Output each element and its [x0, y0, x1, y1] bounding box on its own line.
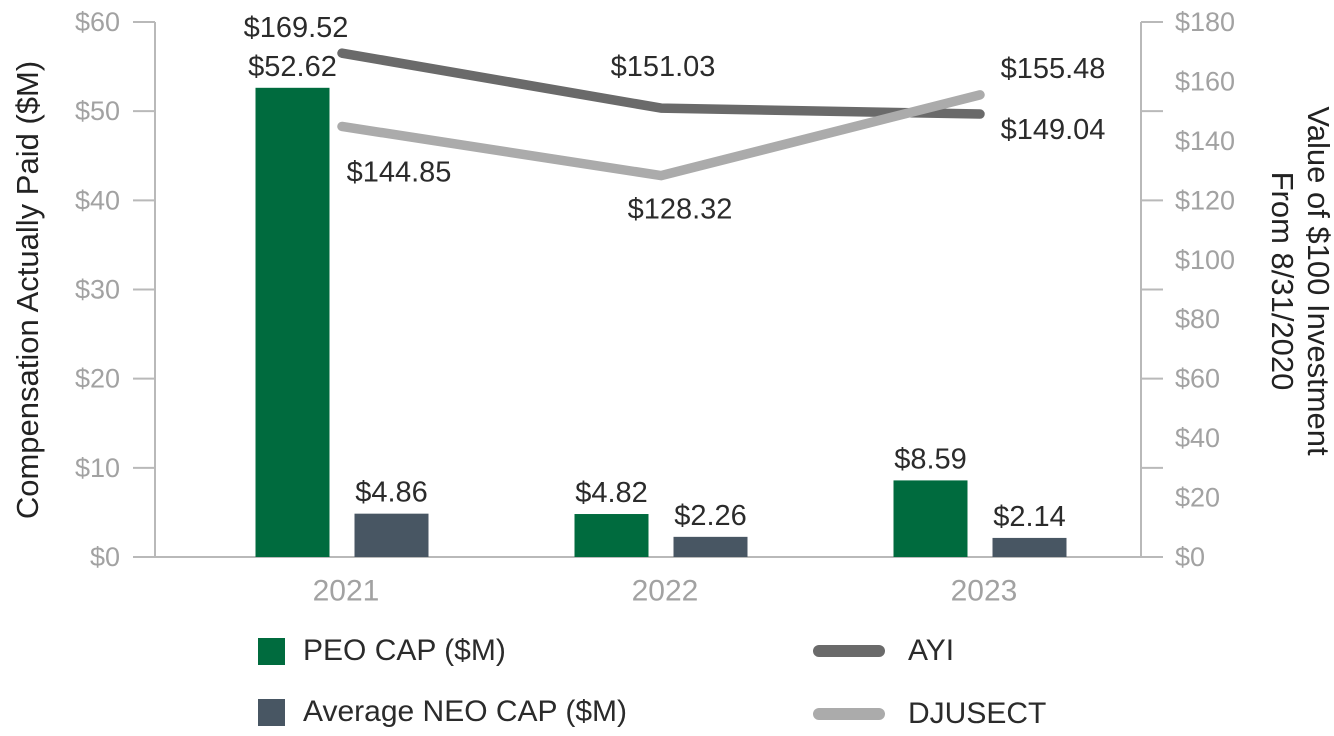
- series-line-djusect: [337, 90, 985, 181]
- bar-neo-2022: [673, 536, 748, 557]
- right-axis-tick-label: $20: [1175, 483, 1220, 513]
- right-axis-tick-label: $180: [1175, 7, 1235, 37]
- left-axis-tick-label: $60: [75, 7, 120, 37]
- series-line-ayi: [337, 48, 985, 119]
- bar-value-label: $4.86: [355, 477, 428, 509]
- x-axis-category-label: 2022: [632, 575, 699, 608]
- right-axis-tick-label: $0: [1175, 542, 1205, 572]
- bar-value-label: $8.59: [894, 443, 967, 475]
- bar-neo-2021: [354, 513, 429, 557]
- x-axis-category-label: 2023: [951, 575, 1018, 608]
- legend-item-djusect: DJUSECT: [813, 697, 1046, 731]
- right-axis-tick-label: $160: [1175, 66, 1235, 96]
- left-axis-tick-label: $50: [75, 96, 120, 126]
- legend-label-djusect: DJUSECT: [908, 697, 1047, 730]
- bar-peo-2022: [574, 514, 649, 557]
- line-value-label: $128.32: [628, 194, 733, 226]
- right-axis-tick-label: $140: [1175, 126, 1235, 156]
- right-axis-tick-label: $60: [1175, 364, 1220, 394]
- legend-label-ayi: AYI: [908, 634, 955, 667]
- bar-neo-2023: [992, 537, 1067, 557]
- legend-item-ayi: AYI: [813, 634, 954, 668]
- left-axis-tick-label: $30: [75, 275, 120, 305]
- line-value-label: $169.52: [244, 12, 349, 44]
- left-axis-tick-label: $20: [75, 364, 120, 394]
- bar-value-label: $2.26: [674, 500, 747, 532]
- bar-value-label: $4.82: [575, 477, 648, 509]
- bar-value-label: $52.62: [248, 51, 337, 83]
- right-axis-tick-label: $80: [1175, 304, 1220, 334]
- right-axis-title-line2: From 8/31/2020: [1265, 171, 1300, 391]
- bar-value-label: $2.14: [993, 501, 1066, 533]
- right-axis-tick-label: $120: [1175, 185, 1235, 215]
- legend-label-peo-cap: PEO CAP ($M): [303, 634, 506, 667]
- left-axis-tick-label: $40: [75, 185, 120, 215]
- line-value-label: $144.85: [347, 156, 452, 188]
- left-axis-tick-label: $0: [90, 542, 120, 572]
- legend-item-peo-cap: PEO CAP ($M): [258, 634, 506, 668]
- avg-neo-cap-swatch-icon: [258, 698, 285, 726]
- right-axis-tick-label: $40: [1175, 423, 1220, 453]
- left-axis-title: Compensation Actually Paid ($M): [10, 60, 45, 520]
- line-value-label: $155.48: [1001, 53, 1106, 85]
- legend-label-avg-neo-cap: Average NEO CAP ($M): [303, 695, 628, 728]
- right-axis-tick-label: $100: [1175, 245, 1235, 275]
- bar-peo-2021: [255, 87, 330, 558]
- right-axis-title-line1: Value of $100 Investment: [1301, 106, 1334, 456]
- peo-cap-swatch-icon: [258, 637, 285, 665]
- line-value-label: $151.03: [611, 51, 716, 83]
- left-axis-tick-label: $10: [75, 453, 120, 483]
- ayi-line-swatch-icon: [813, 645, 885, 657]
- x-axis-category-label: 2021: [313, 575, 380, 608]
- right-axis-title: Value of $100 Investment From 8/31/2020: [1264, 21, 1334, 541]
- line-value-label: $149.04: [1001, 114, 1106, 146]
- legend-item-avg-neo-cap: Average NEO CAP ($M): [258, 695, 627, 729]
- djusect-line-swatch-icon: [813, 708, 885, 720]
- bar-peo-2023: [893, 480, 968, 557]
